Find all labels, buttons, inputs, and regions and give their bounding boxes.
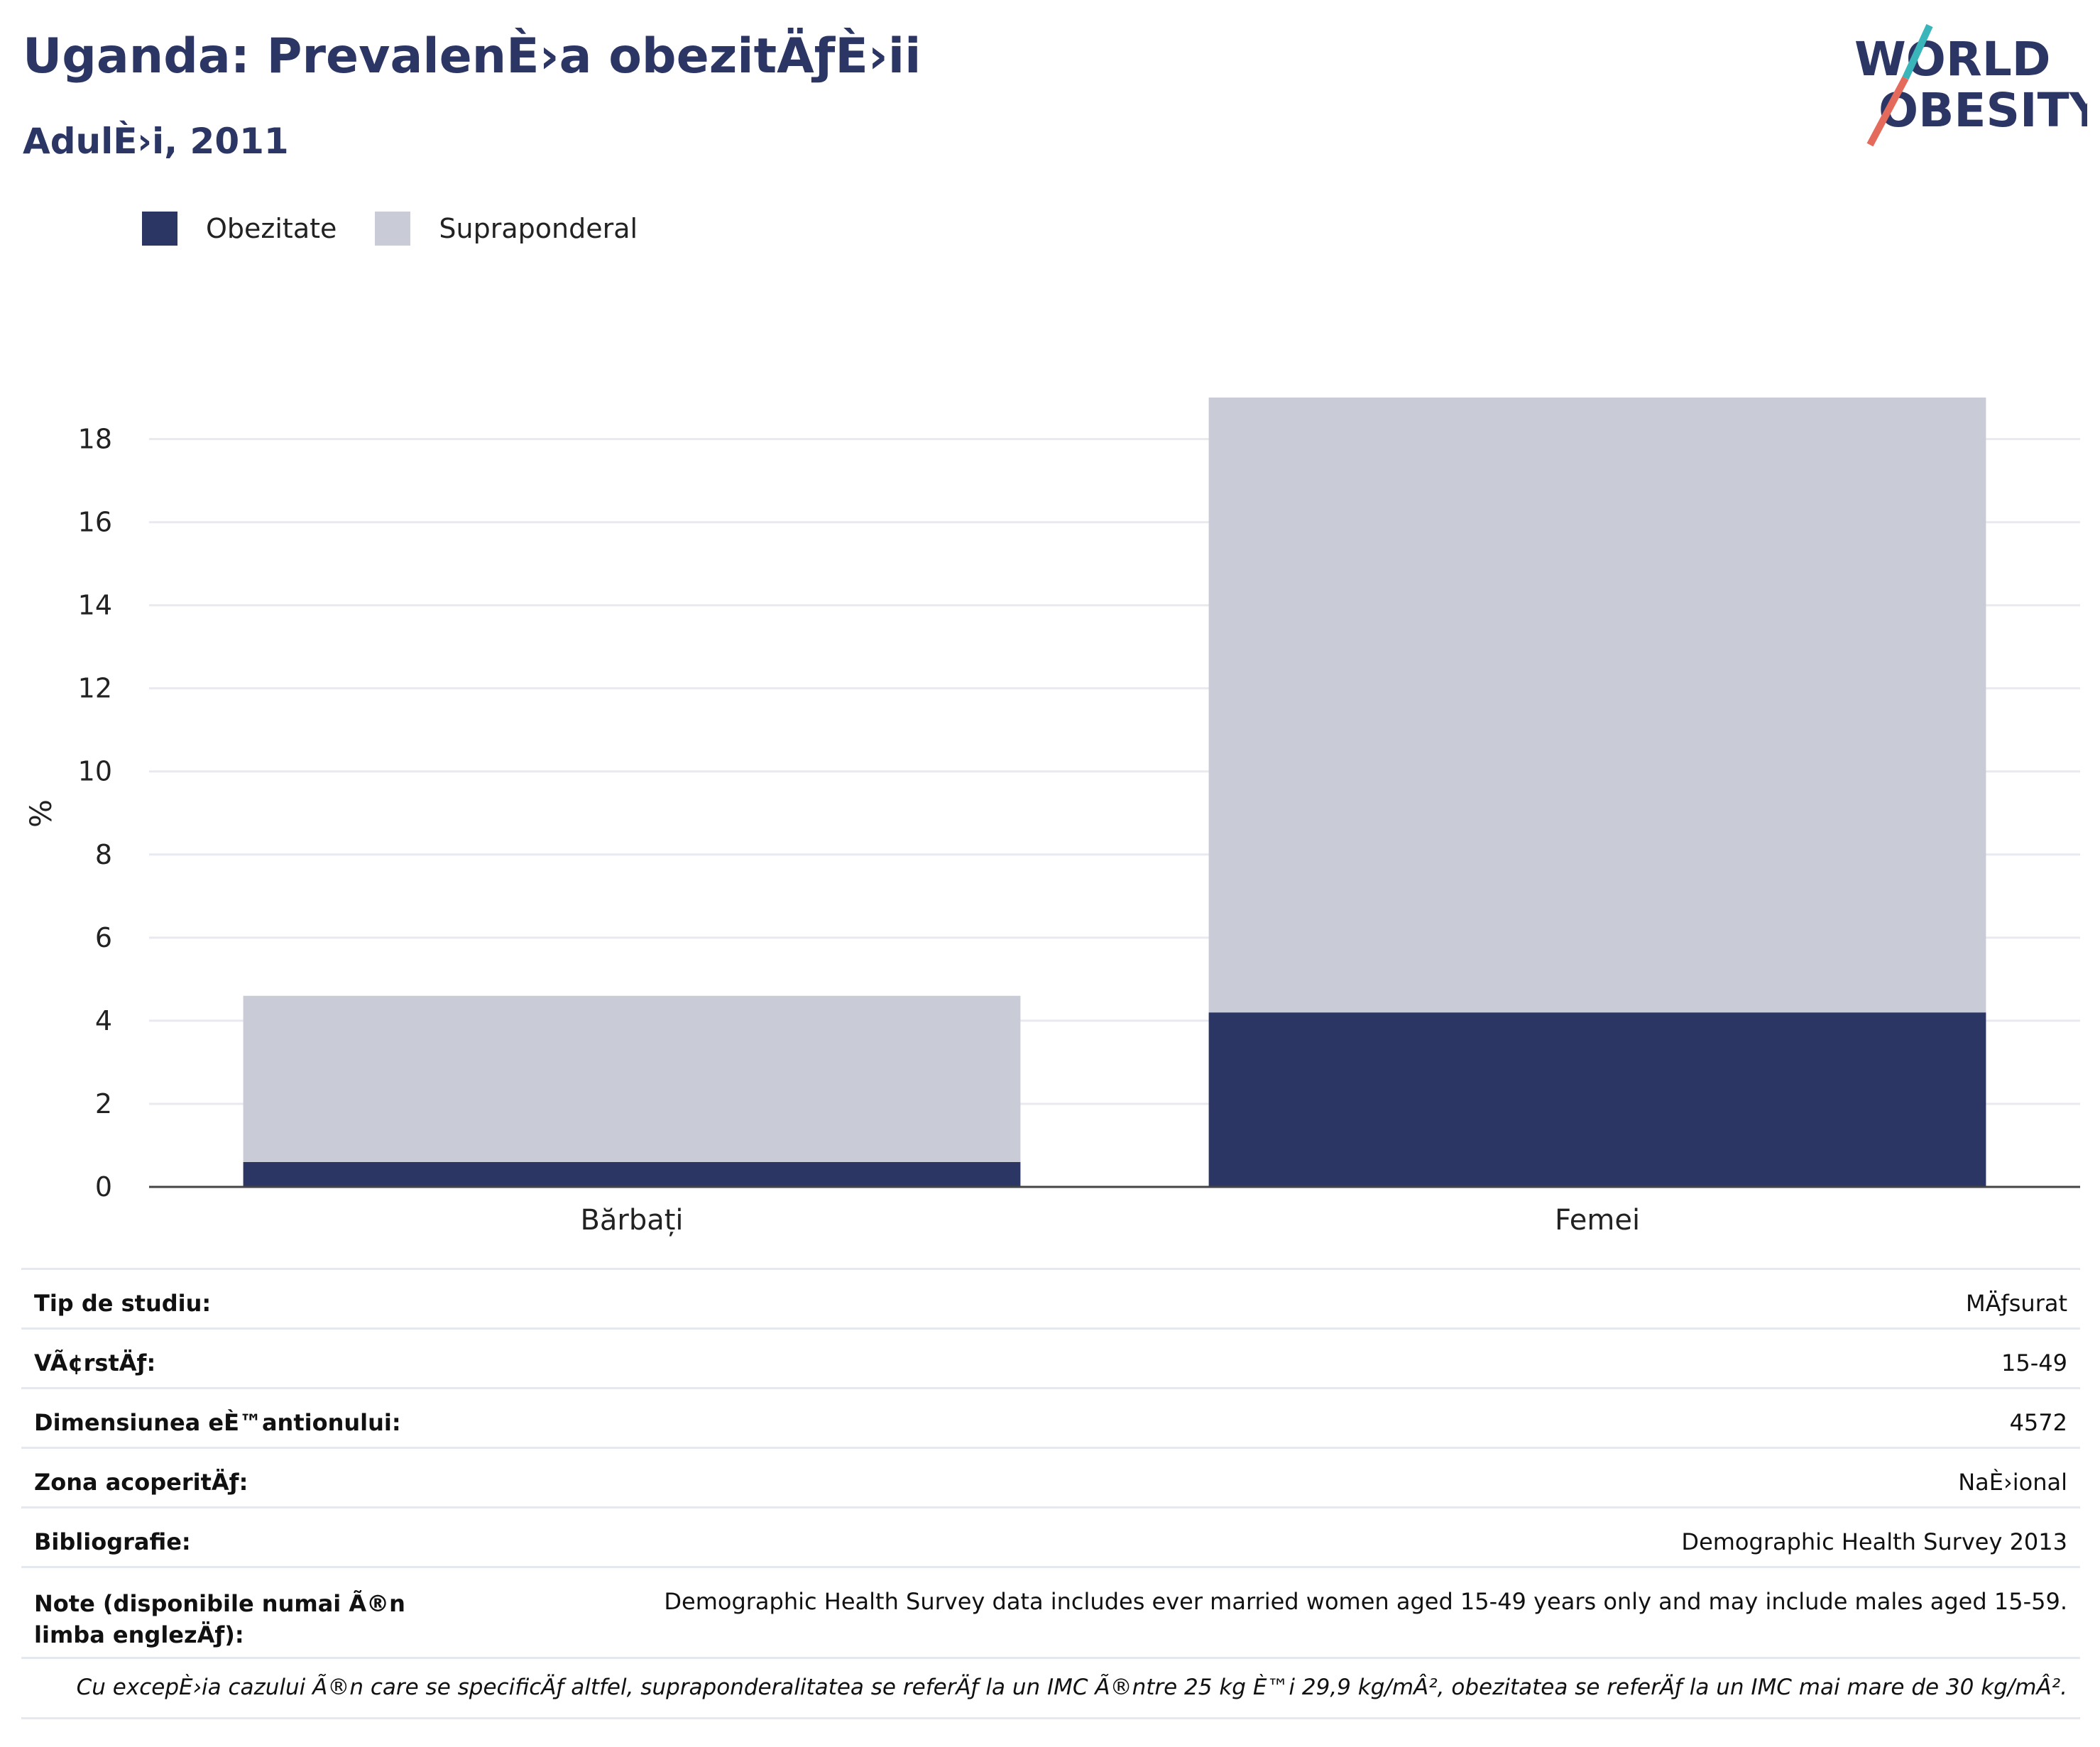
info-value: Demographic Health Survey 2013 bbox=[1681, 1528, 2067, 1555]
survey-info-table: Tip de studiu: MÄƒsurat VÃ¢rstÄƒ: 15-49 … bbox=[21, 1268, 2080, 1719]
info-value: NaÈ›ional bbox=[1958, 1469, 2067, 1496]
bar-obesity bbox=[1208, 1012, 1986, 1187]
legend-label-overweight: Supraponderal bbox=[439, 213, 638, 244]
info-value: Demographic Health Survey data includes … bbox=[664, 1588, 2067, 1615]
legend-swatch-overweight bbox=[375, 212, 411, 246]
info-value: 4572 bbox=[2009, 1409, 2067, 1436]
legend-label-obesity: Obezitate bbox=[206, 213, 337, 244]
legend-item-obesity[interactable]: Obezitate bbox=[142, 212, 337, 246]
logo-slash-teal bbox=[1902, 23, 1933, 80]
y-tick-label: 4 bbox=[95, 1005, 112, 1036]
info-row-area-covered: Zona acoperitÄƒ: NaÈ›ional bbox=[21, 1447, 2080, 1506]
y-tick-label: 14 bbox=[78, 590, 112, 621]
logo-text-world: WORLD bbox=[1854, 32, 2051, 87]
y-tick-label: 8 bbox=[95, 839, 112, 870]
y-tick-label: 16 bbox=[78, 507, 112, 538]
info-row-bibliography: Bibliografie: Demographic Health Survey … bbox=[21, 1506, 2080, 1566]
info-value: 15-49 bbox=[2001, 1349, 2067, 1376]
chart-legend: Obezitate Supraponderal bbox=[142, 212, 676, 246]
logo-text-obesity: OBESITY bbox=[1878, 83, 2087, 138]
info-row-notes: Note (disponibile numai Ã®n limba englez… bbox=[21, 1566, 2080, 1657]
bar-chart: 0 2 4 6 8 10 12 14 16 18% Bărbați Femei bbox=[23, 398, 2080, 1237]
y-tick-label: 6 bbox=[95, 922, 112, 953]
info-label: VÃ¢rstÄƒ: bbox=[34, 1349, 156, 1376]
y-tick-label: 10 bbox=[78, 756, 112, 787]
y-tick-label: 2 bbox=[95, 1088, 112, 1119]
info-label: Dimensiunea eÈ™antionului: bbox=[34, 1409, 401, 1436]
bar-obesity bbox=[243, 1161, 1021, 1187]
info-label: Zona acoperitÄƒ: bbox=[34, 1469, 248, 1496]
y-tick-label: 0 bbox=[95, 1171, 112, 1203]
x-tick-label: Bărbați bbox=[580, 1204, 683, 1237]
y-axis-label: % bbox=[23, 799, 58, 828]
info-label: Bibliografie: bbox=[34, 1528, 191, 1555]
legend-item-overweight[interactable]: Supraponderal bbox=[375, 212, 638, 246]
y-tick-label: 18 bbox=[78, 424, 112, 455]
bar-overweight bbox=[243, 995, 1021, 1162]
legend-swatch-obesity bbox=[142, 212, 177, 246]
world-obesity-logo: WORLD OBESITY bbox=[1854, 23, 2087, 147]
bar-overweight bbox=[1208, 398, 1986, 1013]
y-tick-label: 12 bbox=[78, 673, 112, 704]
x-tick-label: Femei bbox=[1555, 1204, 1640, 1237]
info-row-study-type: Tip de studiu: MÄƒsurat bbox=[21, 1268, 2080, 1327]
info-row-sample-size: Dimensiunea eÈ™antionului: 4572 bbox=[21, 1387, 2080, 1447]
logo-slash-red bbox=[1866, 76, 1909, 147]
info-label: Note (disponibile numai Ã®n limba englez… bbox=[34, 1590, 405, 1648]
bmi-footnote: Cu excepÈ›ia cazului Ã®n care se specifi… bbox=[21, 1657, 2080, 1719]
page-title: Uganda: PrevalenÈ›a obezitÄƒÈ›ii bbox=[23, 28, 922, 84]
page-subtitle: AdulÈ›i, 2011 bbox=[23, 121, 289, 162]
info-value: MÄƒsurat bbox=[1965, 1290, 2067, 1317]
info-label: Tip de studiu: bbox=[34, 1290, 212, 1317]
info-row-age: VÃ¢rstÄƒ: 15-49 bbox=[21, 1327, 2080, 1387]
